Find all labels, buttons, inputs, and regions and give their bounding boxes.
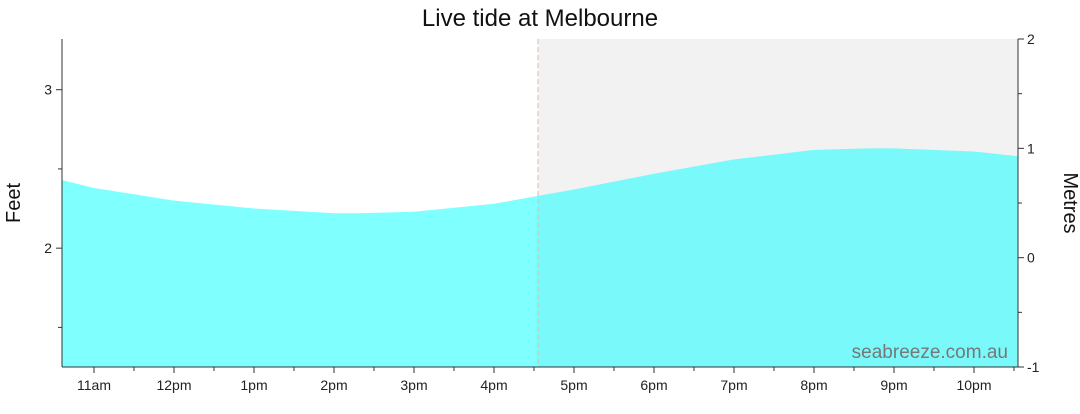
tide-area-past xyxy=(62,180,538,367)
x-tick-label: 8pm xyxy=(800,377,827,393)
x-tick-label: 7pm xyxy=(720,377,747,393)
x-tick-label: 9pm xyxy=(880,377,907,393)
y-axis-left-title: Feet xyxy=(3,183,25,223)
y-right-tick-label: 1 xyxy=(1027,140,1035,156)
x-tick-label: 6pm xyxy=(640,377,667,393)
y-axis-right-title: Metres xyxy=(1059,172,1080,233)
x-tick-label: 2pm xyxy=(320,377,347,393)
x-tick-label: 5pm xyxy=(560,377,587,393)
watermark: seabreeze.com.au xyxy=(852,342,1008,363)
plot-area xyxy=(62,39,1018,367)
x-tick-label: 1pm xyxy=(240,377,267,393)
x-tick-label: 12pm xyxy=(156,377,191,393)
tide-area-future xyxy=(538,148,1018,367)
y-right-tick-label: -1 xyxy=(1027,359,1040,375)
axes: 11am 12pm 1pm 2pm 3pm 4pm 5pm 6pm 7pm 8pm 9pm 10pm 3… xyxy=(44,31,1039,393)
x-tick-label: 10pm xyxy=(956,377,991,393)
chart-title: Live tide at Melbourne xyxy=(422,5,658,32)
y-left-tick-label: 2 xyxy=(44,240,52,256)
y-right-tick-label: 0 xyxy=(1027,250,1035,266)
x-tick-label: 11am xyxy=(77,377,111,393)
x-tick-label: 3pm xyxy=(400,377,427,393)
x-tick-label: 4pm xyxy=(480,377,507,393)
y-left-tick-label: 3 xyxy=(44,82,52,98)
y-right-tick-label: 2 xyxy=(1027,31,1035,47)
